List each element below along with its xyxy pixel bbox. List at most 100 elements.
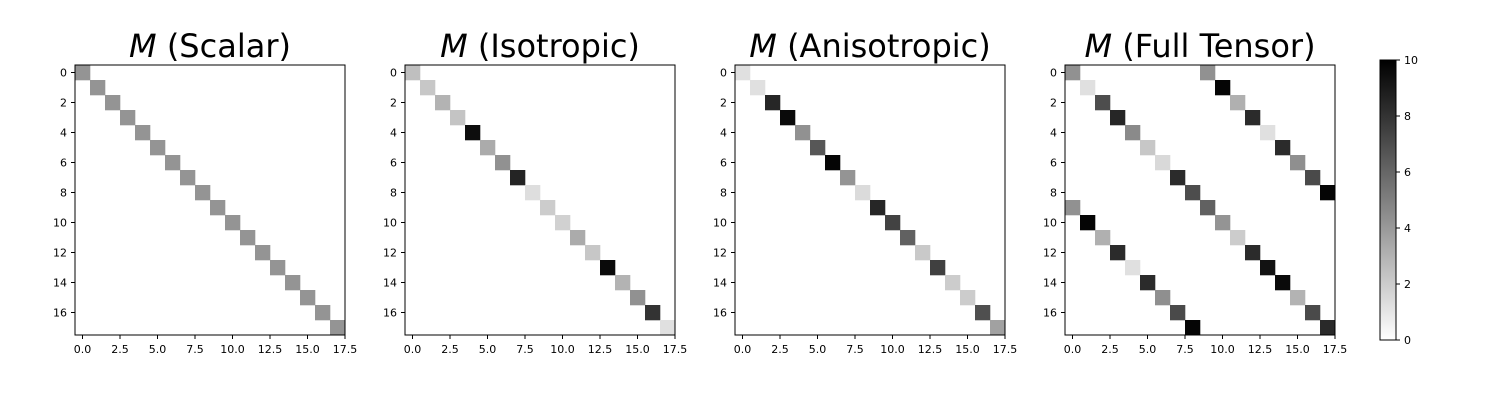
heatmap-cell bbox=[330, 320, 346, 336]
heatmap-cell bbox=[1080, 215, 1096, 231]
y-tick-label: 4 bbox=[1050, 127, 1057, 140]
heatmap-cell bbox=[630, 290, 646, 306]
y-tick-label: 16 bbox=[53, 307, 67, 320]
heatmap-cell bbox=[1215, 80, 1231, 96]
heatmap-cell bbox=[1200, 65, 1216, 81]
heatmap-cell bbox=[435, 95, 451, 111]
heatmap-cell bbox=[795, 125, 811, 141]
y-tick-label: 8 bbox=[1050, 187, 1057, 200]
y-tick-label: 6 bbox=[60, 157, 67, 170]
x-axis: 0.0 2.5 5.0 7.5 10.0 12.5 15.0 17.5 bbox=[404, 335, 688, 356]
y-tick-label: 4 bbox=[390, 127, 397, 140]
heatmap-cell bbox=[225, 215, 241, 231]
heatmap-cell bbox=[1125, 260, 1141, 276]
colorbar-ticks: 0 2 4 6 8 10 bbox=[1396, 54, 1418, 347]
y-tick-label: 0 bbox=[390, 67, 397, 80]
heatmap-cell bbox=[840, 170, 856, 186]
heatmap-cell bbox=[180, 170, 196, 186]
heatmap-cell bbox=[270, 260, 286, 276]
y-tick-label: 0 bbox=[720, 67, 727, 80]
heatmap-cell bbox=[1140, 140, 1156, 156]
y-tick-label: 12 bbox=[1043, 247, 1057, 260]
colorbar-gradient bbox=[1379, 59, 1397, 341]
heatmap-cell bbox=[210, 200, 226, 216]
heatmap-cells bbox=[735, 65, 1006, 336]
heatmap-cell bbox=[1320, 320, 1336, 336]
heatmap-cell bbox=[885, 215, 901, 231]
y-axis: 0 2 4 6 8 10 12 14 16 bbox=[383, 67, 405, 320]
panel-title: M (Anisotropic) bbox=[749, 27, 990, 65]
y-axis: 0 2 4 6 8 10 12 14 16 bbox=[713, 67, 735, 320]
heatmap-cell bbox=[540, 200, 556, 216]
heatmap-cell bbox=[1080, 80, 1096, 96]
heatmap-cell bbox=[1155, 290, 1171, 306]
plot-frame bbox=[734, 64, 1006, 336]
heatmap-cell bbox=[825, 155, 841, 171]
heatmap-cell bbox=[1260, 125, 1276, 141]
heatmap-cell bbox=[165, 155, 181, 171]
heatmap-cell bbox=[525, 185, 541, 201]
x-tick-label: 15.0 bbox=[295, 343, 320, 356]
heatmap-cell bbox=[1170, 305, 1186, 321]
heatmap-cell bbox=[495, 155, 511, 171]
y-tick-label: 0 bbox=[60, 67, 67, 80]
heatmap-cell bbox=[1230, 230, 1246, 246]
y-tick-label: 8 bbox=[390, 187, 397, 200]
x-axis: 0.0 2.5 5.0 7.5 10.0 12.5 15.0 17.5 bbox=[74, 335, 358, 356]
x-tick-label: 5.0 bbox=[809, 343, 827, 356]
heatmap-cell bbox=[1155, 155, 1171, 171]
heatmap-cell bbox=[105, 95, 121, 111]
colorbar-tick-label: 6 bbox=[1404, 166, 1411, 179]
heatmap-cell bbox=[615, 275, 631, 291]
y-tick-label: 4 bbox=[60, 127, 67, 140]
x-tick-label: 17.5 bbox=[333, 343, 358, 356]
heatmap-cell bbox=[1065, 65, 1081, 81]
heatmap-cell bbox=[1185, 185, 1201, 201]
heatmap-cell bbox=[480, 140, 496, 156]
heatmap-cell bbox=[1215, 215, 1231, 231]
heatmap-cell bbox=[315, 305, 331, 321]
y-tick-label: 2 bbox=[1050, 97, 1057, 110]
y-tick-label: 6 bbox=[1050, 157, 1057, 170]
heatmap-cell bbox=[870, 200, 886, 216]
y-tick-label: 10 bbox=[53, 217, 67, 230]
y-tick-label: 6 bbox=[720, 157, 727, 170]
heatmap-cell bbox=[975, 305, 991, 321]
heatmap-panel-isotropic: M (Isotropic) 0.0 2.5 5.0 7.5 10.0 12.5 15.0 17… bbox=[383, 27, 687, 356]
heatmap-cell bbox=[600, 260, 616, 276]
heatmap-cell bbox=[1290, 290, 1306, 306]
panel-title: M (Isotropic) bbox=[440, 27, 640, 65]
heatmap-cell bbox=[855, 185, 871, 201]
heatmap-cell bbox=[1230, 95, 1246, 111]
y-tick-label: 10 bbox=[383, 217, 397, 230]
heatmap-cell bbox=[450, 110, 466, 126]
x-tick-label: 17.5 bbox=[663, 343, 688, 356]
heatmap-panel-anisotropic: M (Anisotropic) 0.0 2.5 5.0 7.5 10.0 12.5 15.0… bbox=[713, 27, 1017, 356]
x-tick-label: 12.5 bbox=[918, 343, 943, 356]
panel-title: M (Full Tensor) bbox=[1084, 27, 1315, 65]
y-tick-label: 12 bbox=[53, 247, 67, 260]
heatmap-cell bbox=[765, 95, 781, 111]
heatmap-cell bbox=[810, 140, 826, 156]
x-tick-label: 0.0 bbox=[404, 343, 422, 356]
y-tick-label: 14 bbox=[1043, 277, 1057, 290]
y-tick-label: 10 bbox=[1043, 217, 1057, 230]
heatmap-cell bbox=[570, 230, 586, 246]
heatmap-cells bbox=[1065, 65, 1336, 336]
y-tick-label: 14 bbox=[53, 277, 67, 290]
y-tick-label: 16 bbox=[1043, 307, 1057, 320]
x-tick-label: 10.0 bbox=[1210, 343, 1235, 356]
heatmap-cell bbox=[510, 170, 526, 186]
colorbar-tick-label: 2 bbox=[1404, 278, 1411, 291]
y-tick-label: 2 bbox=[390, 97, 397, 110]
x-tick-label: 2.5 bbox=[1101, 343, 1119, 356]
y-tick-label: 6 bbox=[390, 157, 397, 170]
x-tick-label: 7.5 bbox=[186, 343, 204, 356]
heatmap-cell bbox=[1125, 125, 1141, 141]
x-tick-label: 10.0 bbox=[880, 343, 905, 356]
y-tick-label: 8 bbox=[60, 187, 67, 200]
heatmap-cell bbox=[1320, 185, 1336, 201]
x-tick-label: 15.0 bbox=[1285, 343, 1310, 356]
heatmap-cell bbox=[195, 185, 211, 201]
heatmap-cell bbox=[150, 140, 166, 156]
